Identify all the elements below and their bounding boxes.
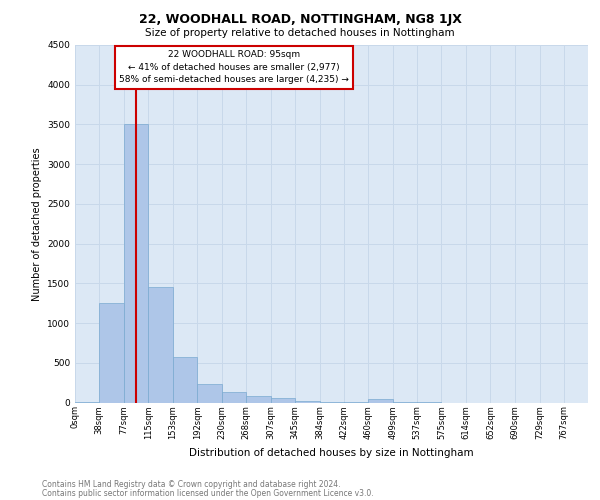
Bar <box>246 396 271 402</box>
Text: Contains HM Land Registry data © Crown copyright and database right 2024.: Contains HM Land Registry data © Crown c… <box>42 480 341 489</box>
Bar <box>271 398 295 402</box>
Text: Contains public sector information licensed under the Open Government Licence v3: Contains public sector information licen… <box>42 488 374 498</box>
Text: 22 WOODHALL ROAD: 95sqm
← 41% of detached houses are smaller (2,977)
58% of semi: 22 WOODHALL ROAD: 95sqm ← 41% of detache… <box>119 50 349 84</box>
Bar <box>99 303 124 402</box>
Bar <box>173 357 197 403</box>
Y-axis label: Number of detached properties: Number of detached properties <box>32 147 41 300</box>
Bar <box>368 400 393 402</box>
Bar <box>221 392 246 402</box>
Bar <box>295 401 320 402</box>
X-axis label: Distribution of detached houses by size in Nottingham: Distribution of detached houses by size … <box>189 448 474 458</box>
Text: Size of property relative to detached houses in Nottingham: Size of property relative to detached ho… <box>145 28 455 38</box>
Text: 22, WOODHALL ROAD, NOTTINGHAM, NG8 1JX: 22, WOODHALL ROAD, NOTTINGHAM, NG8 1JX <box>139 12 461 26</box>
Bar <box>148 288 173 403</box>
Bar <box>197 384 221 402</box>
Bar <box>124 124 148 402</box>
